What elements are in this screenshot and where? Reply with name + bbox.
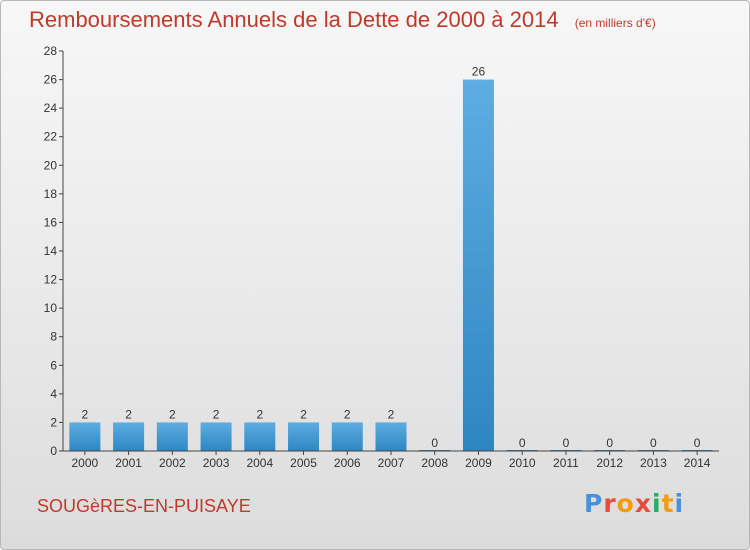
data-label: 2 bbox=[300, 407, 307, 421]
y-tick-label: 16 bbox=[44, 215, 58, 229]
data-label: 0 bbox=[519, 436, 526, 450]
data-label: 2 bbox=[388, 407, 395, 421]
data-label: 2 bbox=[169, 407, 176, 421]
x-tick-label: 2012 bbox=[596, 456, 623, 470]
data-label: 0 bbox=[563, 436, 570, 450]
y-tick-label: 14 bbox=[44, 244, 58, 258]
data-label: 2 bbox=[82, 407, 89, 421]
bar bbox=[375, 422, 407, 451]
bar bbox=[462, 79, 494, 452]
x-tick-label: 2011 bbox=[553, 456, 579, 470]
x-tick-label: 2006 bbox=[334, 456, 361, 470]
data-label: 2 bbox=[213, 407, 220, 421]
y-tick-label: 2 bbox=[50, 415, 57, 429]
x-tick-label: 2014 bbox=[684, 456, 711, 470]
bar bbox=[156, 422, 188, 451]
data-label: 0 bbox=[650, 436, 657, 450]
x-tick-label: 2009 bbox=[465, 456, 492, 470]
y-tick-label: 10 bbox=[44, 301, 58, 315]
x-tick-label: 2002 bbox=[159, 456, 186, 470]
bar bbox=[331, 422, 363, 451]
commune-name: SOUGèRES-EN-PUISAYE bbox=[37, 496, 251, 516]
y-tick-label: 12 bbox=[44, 273, 58, 287]
x-tick-label: 2004 bbox=[246, 456, 273, 470]
y-tick-label: 6 bbox=[50, 358, 57, 372]
bar bbox=[113, 422, 145, 451]
proxiti-logo: Proxiti bbox=[584, 489, 685, 518]
data-label: 2 bbox=[256, 407, 263, 421]
x-tick-label: 2013 bbox=[640, 456, 667, 470]
y-tick-label: 24 bbox=[44, 101, 58, 115]
bars: 2 2 2 2 2 2 2 2 0 26 0 0 0 0 0 bbox=[69, 65, 713, 452]
y-tick-label: 28 bbox=[44, 44, 58, 58]
bar bbox=[200, 422, 232, 451]
y-tick-label: 18 bbox=[44, 187, 58, 201]
data-label: 2 bbox=[344, 407, 351, 421]
data-label: 26 bbox=[472, 65, 486, 79]
bar bbox=[244, 422, 276, 451]
data-label: 0 bbox=[431, 436, 438, 450]
bar bbox=[288, 422, 320, 451]
data-label: 0 bbox=[694, 436, 701, 450]
y-tick-label: 4 bbox=[50, 387, 57, 401]
y-tick-label: 8 bbox=[50, 330, 57, 344]
x-tick-label: 2005 bbox=[290, 456, 317, 470]
bar bbox=[69, 422, 101, 451]
x-tick-label: 2010 bbox=[509, 456, 536, 470]
y-tick-label: 20 bbox=[44, 158, 58, 172]
x-tick-label: 2001 bbox=[115, 456, 142, 470]
y-tick-label: 22 bbox=[44, 130, 58, 144]
x-tick-label: 2000 bbox=[72, 456, 99, 470]
x-tick-label: 2008 bbox=[421, 456, 448, 470]
chart-title-unit: (en milliers d'€) bbox=[574, 16, 656, 30]
y-tick-label: 0 bbox=[50, 444, 57, 458]
data-label: 0 bbox=[606, 436, 613, 450]
x-axis: 2000 2001 2002 2003 2004 2005 2006 2007 2008 2009… bbox=[63, 450, 719, 470]
y-tick-label: 26 bbox=[44, 73, 58, 87]
x-tick-label: 2007 bbox=[378, 456, 405, 470]
x-tick-label: 2003 bbox=[203, 456, 230, 470]
chart-title: Remboursements Annuels de la Dette de 20… bbox=[29, 7, 656, 33]
data-label: 2 bbox=[125, 407, 132, 421]
chart-title-main: Remboursements Annuels de la Dette de 20… bbox=[29, 7, 559, 32]
